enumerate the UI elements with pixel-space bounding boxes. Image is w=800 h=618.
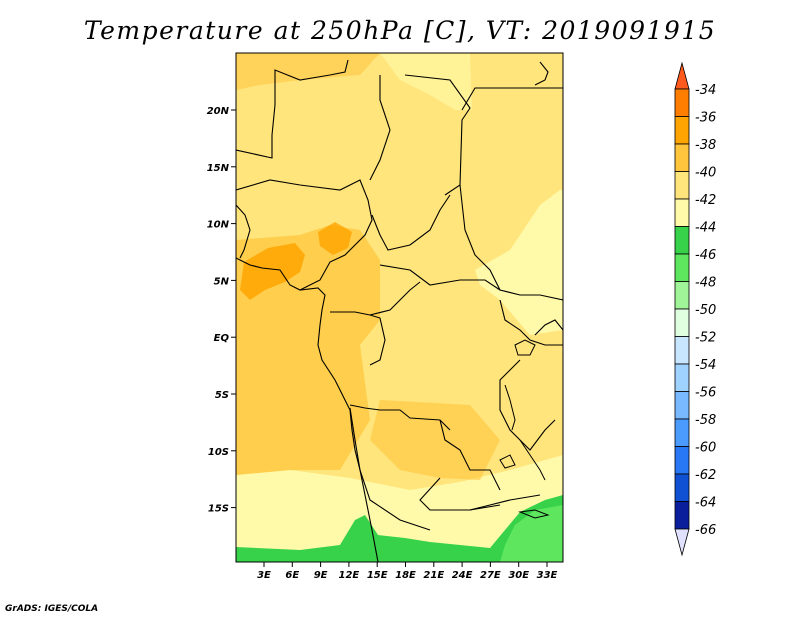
field-band-36-38-north xyxy=(318,222,352,255)
lon-label: 18E xyxy=(395,570,416,581)
colorbar-label: -40 xyxy=(695,166,716,181)
colorbar-bottom-arrow xyxy=(674,528,690,557)
lon-label: 3E xyxy=(257,570,271,581)
temperature-field xyxy=(236,53,563,562)
field-band-38-40-north xyxy=(236,53,380,90)
colorbar-block xyxy=(674,363,690,392)
colorbar-block xyxy=(674,281,690,310)
colorbar-block xyxy=(674,418,690,447)
colorbar-label: -54 xyxy=(695,358,716,373)
lat-label: EQ xyxy=(214,333,230,344)
colorbar-label: -34 xyxy=(695,83,716,98)
lon-label: 9E xyxy=(314,570,328,581)
country-boundaries xyxy=(236,59,563,531)
lon-label: 21E xyxy=(423,570,444,581)
coastline xyxy=(236,61,549,562)
lat-label: 5S xyxy=(215,390,229,401)
colorbar-label: -50 xyxy=(695,303,716,318)
lon-label: 30E xyxy=(508,570,529,581)
lon-label: 27E xyxy=(480,570,501,581)
field-band-36-38-west xyxy=(240,243,305,300)
longitude-axis: 3E 6E 9E 12E 15E 18E 21E 24E 27E 30E 33E xyxy=(257,562,558,581)
lat-label: 15N xyxy=(207,163,230,174)
colorbar-block xyxy=(674,501,690,530)
colorbar-block xyxy=(674,253,690,282)
field-band-42-44-east xyxy=(475,190,563,335)
colorbar-block xyxy=(674,473,690,502)
field-band-42-44-north xyxy=(380,53,472,110)
colorbar-label: -44 xyxy=(695,221,716,236)
colorbar-top-arrow xyxy=(674,61,690,90)
colorbar-label: -66 xyxy=(695,523,716,538)
lon-label: 12E xyxy=(339,570,360,581)
map-frame xyxy=(235,52,564,563)
field-band-42-44-south xyxy=(236,455,563,562)
colorbar-label: -64 xyxy=(695,496,716,511)
colorbar-block xyxy=(674,308,690,337)
colorbar-block xyxy=(674,171,690,200)
colorbar-legend: -34 -36 -38 -40 -42 -44 -46 -48 -50 -52 -54 -56 -58 -… xyxy=(674,61,716,557)
colorbar-label: -58 xyxy=(695,413,716,428)
lon-label: 33E xyxy=(537,570,558,581)
colorbar-block xyxy=(674,116,690,145)
field-band-46-48-southeast xyxy=(500,505,563,562)
lat-label: 20N xyxy=(207,106,230,117)
colorbar-label: -46 xyxy=(695,248,716,263)
field-band-38-40-centre xyxy=(370,400,500,480)
colorbar-label: -60 xyxy=(695,441,716,456)
field-band-38-40-west xyxy=(236,225,380,475)
lon-label: 6E xyxy=(285,570,299,581)
colorbar-block xyxy=(674,88,690,117)
lat-label: 10S xyxy=(208,447,229,458)
colorbar-block xyxy=(674,336,690,365)
credit-text: GrADS: IGES/COLA xyxy=(5,604,99,614)
colorbar-label: -38 xyxy=(695,138,716,153)
colorbar-label: -36 xyxy=(695,111,716,126)
colorbar-block xyxy=(674,143,690,172)
colorbar-label: -48 xyxy=(695,276,716,291)
colorbar-block xyxy=(674,446,690,475)
lat-label: 10N xyxy=(207,220,230,231)
map-title: Temperature at 250hPa [C], VT: 201909191… xyxy=(83,16,717,45)
lon-label: 15E xyxy=(367,570,388,581)
colorbar-label: -52 xyxy=(695,331,716,346)
lon-label: 24E xyxy=(452,570,473,581)
colorbar-label: -42 xyxy=(695,193,716,208)
latitude-axis: 20N 15N 10N 5N EQ 5S 10S 15S xyxy=(207,106,236,515)
lat-label: 5N xyxy=(214,276,230,287)
lat-label: 15S xyxy=(208,504,229,515)
colorbar-block xyxy=(674,226,690,255)
lakes xyxy=(499,339,550,519)
colorbar-label: -62 xyxy=(695,468,716,483)
colorbar-block xyxy=(674,198,690,227)
colorbar-block xyxy=(674,391,690,420)
colorbar-label: -56 xyxy=(695,386,716,401)
